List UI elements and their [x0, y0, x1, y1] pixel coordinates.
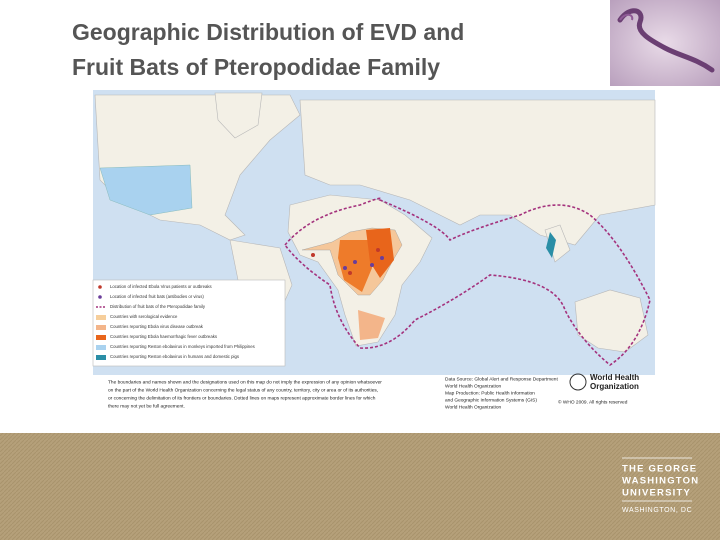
- footer-band: [0, 433, 720, 540]
- logo-location: WASHINGTON, DC: [622, 507, 692, 514]
- source-line: Map Production: Public Health Informatio…: [445, 390, 535, 396]
- title-line: Fruit Bats of Pteropodidae Family: [72, 54, 440, 80]
- legend-label: Location of infected Ebola Virus patient…: [110, 284, 212, 289]
- legend-label: Countries reporting Ebola virus disease …: [110, 324, 204, 329]
- copyright: © WHO 2009. All rights reserved: [558, 398, 628, 405]
- map: Location of infected Ebola Virus patient…: [92, 90, 656, 375]
- disclaimer-line: The boundaries and names shown and the d…: [108, 379, 382, 385]
- legend-label: Location of infected fruit bats (antibod…: [110, 294, 204, 299]
- map-notes: The boundaries and names shown and the d…: [108, 373, 639, 410]
- university-logo: THE GEORGE WASHINGTON UNIVERSITY WASHING…: [622, 457, 699, 514]
- legend-label: Countries with serological evidence: [110, 314, 178, 319]
- title-line: Geographic Distribution of EVD and: [72, 19, 464, 45]
- disclaimer-line: on the part of the World Health Organiza…: [108, 387, 378, 393]
- disclaimer-line: there may not yet be full agreement.: [108, 403, 185, 409]
- source-line: Data Source: Global Alert and Response D…: [445, 376, 558, 382]
- source-line: World Health Organization: [445, 383, 502, 389]
- source-line: and Geographic Information Systems (GIS): [445, 397, 537, 403]
- legend-label: Countries reporting Reston ebolavirus in…: [110, 354, 239, 359]
- virus-photo: [610, 0, 720, 86]
- legend-label: Distribution of fruit bats of the Pterop…: [110, 304, 206, 309]
- disclaimer-line: or concerning the delimitation of its fr…: [108, 395, 376, 401]
- legend-label: Countries reporting Reston ebolavirus in…: [110, 344, 255, 349]
- logo-line: UNIVERSITY: [622, 488, 691, 499]
- source-line: World Health Organization: [445, 404, 502, 410]
- legend-label: Countries reporting Ebola haemorrhagic f…: [110, 334, 217, 339]
- who-name: Organization: [590, 382, 639, 391]
- who-name: World Health: [590, 373, 639, 382]
- logo-line: THE GEORGE: [622, 464, 697, 475]
- logo-line: WASHINGTON: [622, 476, 699, 487]
